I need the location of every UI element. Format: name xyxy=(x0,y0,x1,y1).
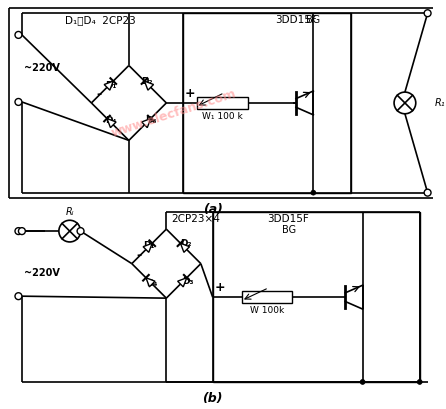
Text: Rₗ: Rₗ xyxy=(66,207,74,217)
Circle shape xyxy=(18,228,25,234)
Circle shape xyxy=(360,380,365,384)
Text: D₃: D₃ xyxy=(182,277,194,286)
Text: BG: BG xyxy=(306,15,321,25)
Bar xyxy=(242,291,292,303)
Text: D₁～D₄  2CP23: D₁～D₄ 2CP23 xyxy=(65,15,136,25)
Text: W 100k: W 100k xyxy=(250,306,284,315)
Bar xyxy=(213,212,420,382)
Text: 3DD15F: 3DD15F xyxy=(267,214,309,225)
Circle shape xyxy=(77,228,84,234)
Circle shape xyxy=(15,228,22,234)
Text: ~220V: ~220V xyxy=(25,268,60,279)
Text: +: + xyxy=(185,87,196,100)
Text: D₄: D₄ xyxy=(105,116,117,125)
Text: D₁: D₁ xyxy=(105,81,117,90)
Polygon shape xyxy=(143,243,152,252)
Text: -: - xyxy=(137,249,142,262)
Circle shape xyxy=(424,10,431,17)
Polygon shape xyxy=(142,119,151,128)
Text: (b): (b) xyxy=(202,392,223,405)
Circle shape xyxy=(59,220,81,242)
Text: BG: BG xyxy=(282,225,296,235)
Circle shape xyxy=(424,189,431,196)
Polygon shape xyxy=(104,81,113,90)
Polygon shape xyxy=(107,119,116,128)
Circle shape xyxy=(417,380,422,384)
Circle shape xyxy=(311,190,316,195)
Circle shape xyxy=(15,31,22,38)
Circle shape xyxy=(394,92,416,114)
Polygon shape xyxy=(178,278,187,287)
Text: D₁: D₁ xyxy=(143,241,154,250)
Text: +: + xyxy=(215,281,225,294)
Circle shape xyxy=(15,293,22,300)
Text: ~220V: ~220V xyxy=(25,63,60,74)
Text: D₂: D₂ xyxy=(180,239,192,248)
Text: (a): (a) xyxy=(203,202,223,216)
Text: D₄: D₄ xyxy=(146,279,157,288)
Text: www.elecfans.com: www.elecfans.com xyxy=(109,88,237,140)
Text: R₁: R₁ xyxy=(434,98,445,108)
Text: 2CP23×4: 2CP23×4 xyxy=(171,214,220,225)
Text: W₁ 100 k: W₁ 100 k xyxy=(202,112,243,121)
Bar xyxy=(183,13,351,193)
Text: D₂: D₂ xyxy=(141,77,153,86)
Text: -: - xyxy=(96,88,101,101)
Text: D₃: D₃ xyxy=(145,116,156,125)
Bar xyxy=(197,97,248,109)
Polygon shape xyxy=(146,278,155,287)
Circle shape xyxy=(15,99,22,106)
Polygon shape xyxy=(181,243,190,252)
Text: 3DD15F: 3DD15F xyxy=(275,15,317,25)
Polygon shape xyxy=(145,81,153,90)
